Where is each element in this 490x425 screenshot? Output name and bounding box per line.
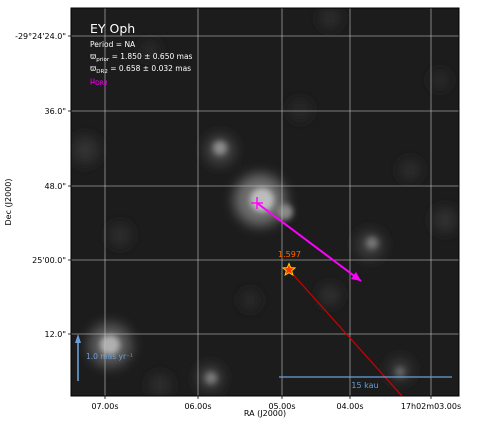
target-star-marker (281, 262, 297, 277)
y-tick-label: 12.0" (45, 330, 67, 339)
x-axis-ticks: 07.00s 06.00s 05.00s 04.00s 17h02m03.00s (91, 396, 461, 411)
grid-lines (71, 8, 459, 396)
y-axis-ticks: -29°24'24.0" 36.0" 48.0" 25'00.0" 12.0" (15, 32, 71, 339)
chart-title: EY Oph (90, 21, 135, 36)
x-axis-title: RA (J2000) (244, 409, 286, 418)
x-tick-label: 06.00s (184, 402, 211, 411)
x-tick-label: 17h02m03.00s (401, 402, 461, 411)
y-tick-label: 25'00.0" (32, 256, 66, 265)
x-tick-label: 05.00s (268, 402, 295, 411)
sky-image: 1.597 1.0 mas yr⁻¹ 15 kau (71, 8, 459, 396)
x-tick-label: 04.00s (336, 402, 363, 411)
y-tick-label: -29°24'24.0" (15, 32, 66, 41)
proper-motion-arrow (251, 197, 362, 282)
y-tick-label: 36.0" (45, 107, 67, 116)
pm-scale-arrowhead (75, 334, 81, 343)
position-offset-line (288, 269, 403, 396)
plot-frame (70, 7, 460, 397)
star-distance-label: 1.597 (278, 250, 301, 259)
proper-motion-label: μDR2 (90, 76, 108, 87)
pm-scale-label: 1.0 mas yr⁻¹ (86, 352, 133, 361)
y-tick-label: 48.0" (45, 182, 67, 191)
period-info: Period = NA (90, 40, 136, 49)
parallax-dr2-info: ϖDR2 = 0.658 ± 0.032 mas (90, 64, 191, 75)
proper-motion-arrowhead (351, 272, 361, 281)
y-axis-title: Dec (J2000) (4, 179, 13, 226)
distance-scale-label: 15 kau (351, 381, 378, 390)
parallax-prior-info: ϖprior = 1.850 ± 0.650 mas (90, 52, 193, 63)
proper-motion-line (256, 202, 362, 282)
x-tick-label: 07.00s (91, 402, 118, 411)
